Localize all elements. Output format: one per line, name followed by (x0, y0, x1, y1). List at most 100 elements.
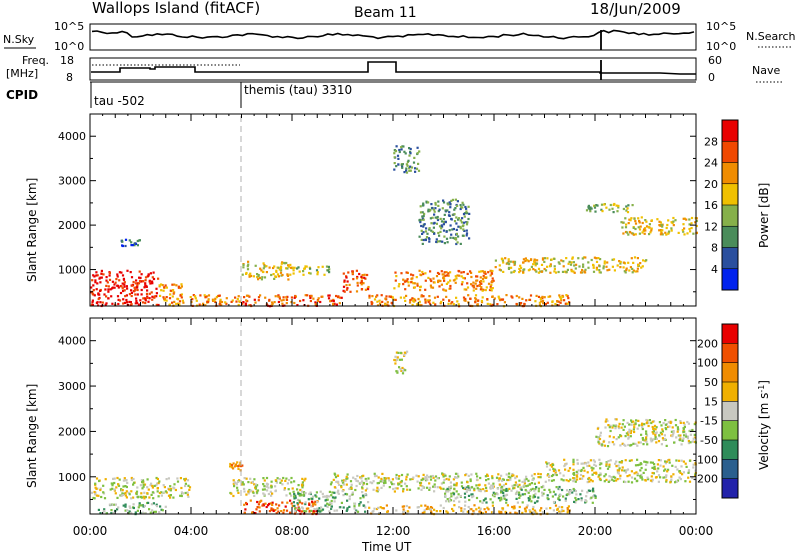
data-cell (375, 507, 379, 511)
data-cell (90, 286, 93, 289)
data-cell (142, 505, 145, 508)
data-cell (461, 281, 464, 284)
data-cell (633, 256, 637, 259)
data-cell (482, 488, 485, 491)
data-cell (100, 269, 103, 272)
data-cell (481, 501, 484, 504)
data-cell (601, 210, 604, 213)
data-cell (477, 506, 481, 509)
data-cell (265, 265, 268, 268)
freq-trace (91, 61, 696, 75)
data-cell (479, 476, 482, 480)
data-cell (360, 277, 363, 280)
data-cell (328, 495, 331, 498)
data-cell (323, 273, 326, 276)
data-cell (489, 287, 492, 291)
data-cell (617, 464, 620, 467)
data-cell (261, 276, 264, 279)
data-cell (691, 440, 694, 443)
data-cell (95, 494, 98, 497)
data-cell (467, 505, 470, 509)
colorbar-tick-label: 200 (697, 337, 718, 350)
data-cell (587, 266, 590, 269)
data-cell (670, 229, 673, 232)
data-cell (445, 237, 449, 240)
data-cell (178, 303, 181, 306)
nsearch-label: N.Search (746, 30, 796, 43)
data-cell (459, 494, 462, 498)
data-cell (395, 509, 398, 512)
data-cell (338, 296, 342, 299)
data-cell (149, 484, 152, 487)
data-cell (688, 480, 692, 483)
data-cell (518, 479, 521, 482)
data-cell (447, 274, 450, 277)
data-cell (247, 490, 250, 493)
data-cell (628, 430, 631, 433)
data-cell (591, 469, 594, 472)
data-cell (390, 301, 393, 304)
data-cell (493, 493, 496, 497)
data-cell (358, 272, 361, 276)
data-cell (454, 236, 457, 240)
data-cell (129, 301, 132, 304)
data-cell (548, 265, 552, 268)
data-cell (244, 508, 247, 511)
colorbar-tick-label: 100 (697, 357, 718, 370)
data-cell (658, 229, 661, 232)
data-cell (655, 476, 658, 479)
data-cell (605, 464, 608, 467)
data-cell (532, 505, 535, 509)
data-cell (612, 436, 615, 439)
data-cell (672, 431, 675, 434)
data-cell (443, 242, 446, 245)
data-cell (630, 476, 634, 479)
data-cell (426, 478, 429, 481)
data-cell (393, 358, 396, 362)
data-cell (428, 240, 431, 243)
data-cell (567, 262, 570, 265)
data-cell (496, 303, 499, 306)
data-cell (103, 509, 106, 513)
data-cell (432, 277, 435, 280)
data-cell (568, 492, 571, 495)
data-cell (362, 282, 365, 285)
data-cell (495, 492, 498, 495)
data-cell (485, 286, 488, 289)
data-cell (361, 486, 364, 489)
data-cell (362, 474, 365, 477)
data-cell (650, 421, 653, 425)
data-cell (326, 502, 329, 505)
data-cell (522, 258, 525, 261)
data-cell (414, 170, 417, 173)
data-cell (665, 428, 668, 431)
data-cell (450, 199, 453, 202)
data-cell (468, 488, 471, 491)
data-cell (279, 266, 283, 270)
data-cell (551, 495, 554, 498)
data-cell (537, 490, 540, 493)
data-cell (419, 289, 422, 292)
data-cell (169, 489, 172, 492)
data-cell (405, 271, 408, 274)
data-cell (201, 304, 204, 307)
data-cell (683, 217, 686, 220)
data-cell (459, 225, 462, 228)
data-cell (262, 477, 265, 480)
data-cell (169, 494, 172, 497)
data-cell (434, 475, 438, 478)
data-cell (644, 468, 647, 471)
data-cell (442, 481, 445, 484)
data-cell (410, 166, 414, 169)
data-cell (429, 478, 433, 481)
data-cell (429, 284, 432, 287)
data-cell (676, 428, 680, 431)
data-cell (489, 486, 492, 489)
data-cell (502, 488, 505, 491)
data-cell (556, 508, 559, 511)
data-cell (232, 479, 235, 482)
data-cell (262, 483, 265, 486)
data-cell (573, 271, 576, 274)
data-cell (433, 281, 436, 284)
